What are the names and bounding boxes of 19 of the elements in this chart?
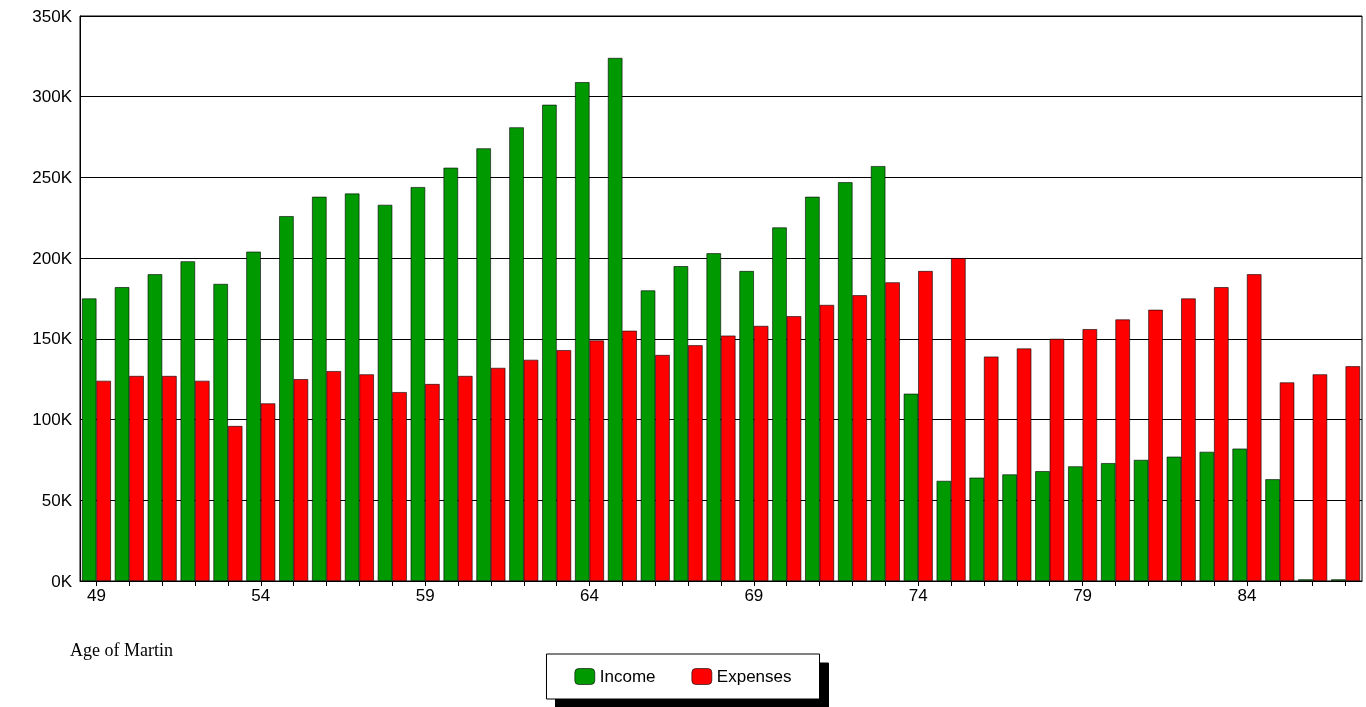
x-tick-label: 79 — [1073, 586, 1093, 605]
x-tick-label: 64 — [580, 586, 599, 605]
y-tick-label: 100K — [32, 410, 73, 430]
x-tick-label: 69 — [744, 586, 764, 605]
x-tick-label: 54 — [251, 586, 271, 605]
y-tick-label: 200K — [32, 248, 73, 268]
y-tick-label: 50K — [41, 490, 73, 510]
x-tick-label: 84 — [1237, 586, 1257, 605]
y-tick-label: 300K — [32, 87, 73, 107]
y-tick-label: 350K — [32, 6, 73, 26]
y-tick-label: 0K — [51, 571, 73, 591]
x-tick-label: 49 — [86, 586, 106, 605]
legend-label: Expenses — [716, 667, 792, 686]
y-tick-label: 150K — [32, 329, 73, 349]
legend-label: Income — [599, 667, 656, 686]
x-tick-label: 74 — [908, 586, 928, 605]
y-tick-label: 250K — [32, 167, 73, 187]
x-tick-label: 59 — [415, 586, 435, 605]
x-axis-title: Age of Martin — [70, 640, 173, 660]
